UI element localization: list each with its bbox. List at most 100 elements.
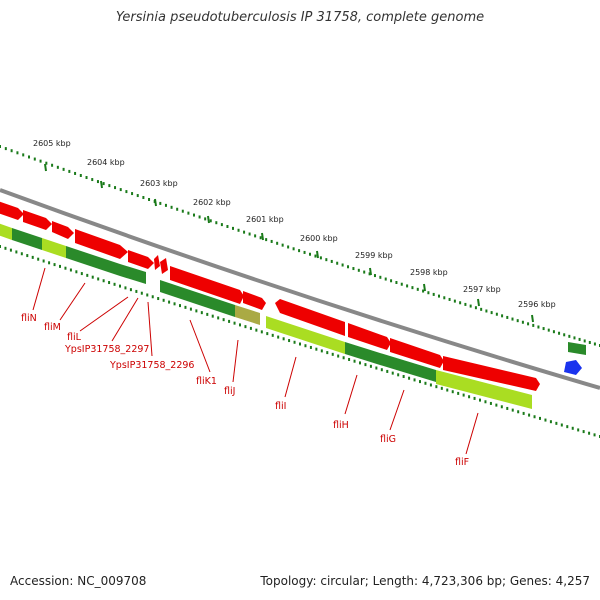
ruler-dot — [15, 250, 18, 254]
ruler-dot — [159, 201, 162, 205]
gene-label-fliM[interactable]: fliM — [44, 322, 61, 333]
ruler-dot — [97, 277, 100, 281]
gene-label-fliL[interactable]: fliL — [67, 332, 82, 343]
gene-fwd-9[interactable] — [243, 291, 266, 310]
ruler-dot — [363, 270, 366, 274]
ruler-dot — [226, 225, 229, 228]
ruler-dot — [254, 234, 257, 238]
ruler-dot — [303, 250, 306, 254]
gene-fwd-7[interactable] — [160, 258, 168, 274]
gene-fwd-4[interactable] — [75, 229, 128, 259]
ruler-dot — [544, 418, 547, 422]
gene-fwd-13[interactable] — [443, 356, 540, 391]
ruler-major-tick — [369, 267, 372, 276]
gene-fwd-6[interactable] — [154, 255, 160, 270]
ruler-dot — [131, 192, 134, 196]
ruler-tick-label: 2597 kbp — [463, 285, 501, 294]
ruler-tick-label: 2603 kbp — [140, 179, 178, 188]
ruler-dot — [68, 169, 71, 173]
ruler-dot — [266, 332, 269, 336]
ruler-dot — [51, 163, 54, 167]
gene-rev-5[interactable] — [120, 264, 146, 284]
gene-rev-12[interactable] — [568, 342, 586, 355]
gene-fwd-1[interactable] — [0, 200, 24, 220]
gene-fwd-11[interactable] — [348, 323, 391, 350]
ruler-dot — [243, 230, 246, 234]
ruler-dot — [293, 340, 296, 344]
gene-label-fliI[interactable]: fliI — [275, 401, 286, 412]
gene-fwd-8[interactable] — [170, 266, 244, 304]
ruler-dot — [62, 167, 65, 171]
gene-label-fliJ[interactable]: fliJ — [224, 386, 235, 397]
ruler-dot — [542, 327, 545, 331]
ruler-dot — [248, 232, 251, 236]
ruler-dot — [413, 378, 416, 382]
ruler-dot — [4, 147, 7, 151]
ruler-dot — [533, 415, 536, 419]
ruler-dot — [0, 145, 1, 148]
gene-fwd-2[interactable] — [23, 210, 52, 230]
gene-rev-11[interactable] — [436, 370, 532, 409]
ruler-dot — [438, 294, 441, 298]
ruler-dot — [408, 376, 411, 380]
gene-label-YpsIP31758-2296[interactable]: YpsIP31758_2296 — [109, 360, 194, 371]
ruler-dot — [204, 217, 207, 221]
ruler-dot — [560, 423, 563, 427]
ruler-dot — [469, 304, 472, 308]
ruler-dot — [108, 281, 111, 285]
ruler-dot — [325, 258, 328, 262]
other-feature[interactable] — [564, 360, 582, 375]
ruler-dot — [402, 375, 405, 379]
gene-rev-2[interactable] — [12, 228, 42, 250]
ruler-dot — [170, 205, 173, 209]
gene-label-YpsIP31758-2297[interactable]: YpsIP31758_2297 — [64, 344, 149, 355]
ruler-dot — [0, 245, 1, 248]
ruler-dot — [282, 337, 285, 341]
gene-rev-10[interactable] — [380, 353, 436, 382]
ruler-dot — [189, 307, 192, 311]
gene-rev-9[interactable] — [345, 342, 380, 365]
ruler-dot — [220, 223, 223, 227]
ruler-dot — [521, 320, 524, 324]
ruler-dot — [517, 410, 520, 414]
gene-rev-7[interactable] — [235, 305, 260, 325]
ruler-major-tick — [531, 314, 534, 323]
gene-rev-1[interactable] — [0, 222, 12, 240]
ruler-dot — [108, 184, 111, 188]
reverse-strand-genes — [0, 222, 586, 409]
gene-fwd-10[interactable] — [275, 299, 345, 336]
ruler-dot — [231, 226, 234, 230]
ruler-dot — [353, 359, 356, 363]
gene-label-fliF[interactable]: fliF — [455, 457, 469, 468]
ruler-dot — [406, 284, 409, 288]
gene-label-fliK1[interactable]: fliK1 — [196, 376, 217, 387]
ruler-dot — [583, 339, 586, 343]
ruler-dot — [309, 252, 311, 256]
forward-strand-genes — [0, 200, 540, 391]
ruler-tick-label: 2602 kbp — [193, 198, 231, 207]
ruler-dot — [549, 420, 552, 424]
ruler-dot — [142, 196, 145, 200]
ruler-dot — [391, 371, 394, 375]
ruler-dot — [380, 368, 383, 372]
ruler-dot — [558, 331, 561, 335]
ruler-dot — [74, 171, 77, 175]
gene-fwd-3[interactable] — [52, 221, 74, 239]
gene-rev-8[interactable] — [266, 316, 345, 354]
ruler-dot — [85, 176, 88, 180]
ruler-dot — [489, 401, 492, 405]
gene-label-fliH[interactable]: fliH — [333, 420, 349, 431]
gene-label-fliG[interactable]: fliG — [380, 434, 396, 445]
gene-rev-4[interactable] — [66, 246, 120, 276]
ruler-dot — [4, 246, 7, 250]
gene-rev-6[interactable] — [160, 280, 235, 317]
ruler-dot — [484, 400, 487, 404]
ruler-dot — [582, 430, 585, 434]
gene-fwd-5[interactable] — [128, 250, 154, 269]
ruler-dot — [299, 342, 301, 346]
gene-fwd-12[interactable] — [390, 338, 444, 368]
gene-rev-3[interactable] — [42, 238, 66, 258]
gene-label-fliN[interactable]: fliN — [21, 313, 37, 324]
ruler-dot — [568, 334, 571, 338]
